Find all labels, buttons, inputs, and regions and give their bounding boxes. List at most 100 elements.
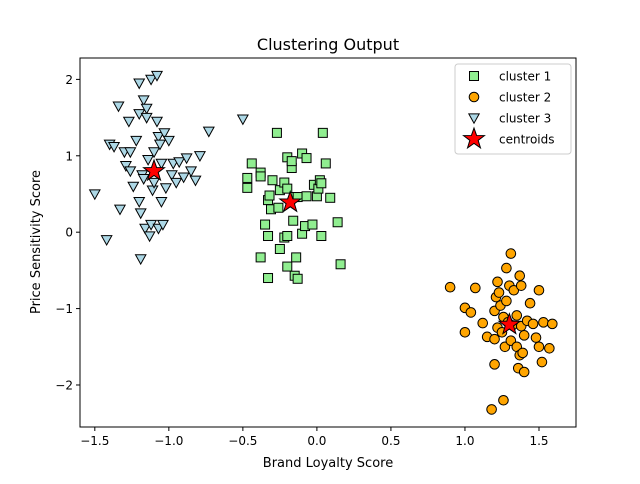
data-point: [236, 114, 249, 126]
data-point: [498, 394, 509, 406]
data-point: [465, 307, 477, 318]
data-points-layer: [88, 70, 558, 415]
series-cluster-3: [88, 70, 249, 266]
data-point: [274, 243, 285, 254]
x-tick-label: −1.5: [80, 434, 109, 448]
data-point: [527, 318, 539, 330]
data-point: [264, 190, 275, 201]
data-point: [291, 252, 302, 263]
data-point: [145, 74, 158, 86]
series-cluster-2: [444, 248, 558, 415]
data-point: [260, 219, 271, 230]
series-cluster-1: [242, 127, 346, 284]
data-point: [140, 112, 153, 124]
data-point: [301, 153, 312, 164]
data-point: [165, 170, 178, 182]
data-point: [325, 192, 336, 203]
data-point: [153, 139, 167, 151]
legend: cluster 1 cluster 2 cluster 3 centroids: [454, 63, 572, 155]
data-point: [127, 181, 140, 193]
chart-title: Clustering Output: [257, 35, 399, 54]
data-point: [155, 158, 168, 170]
x-tick-label: 1.0: [455, 434, 474, 448]
data-point: [202, 126, 215, 138]
data-point: [514, 270, 526, 282]
centroid-marker: [278, 189, 303, 213]
data-point: [317, 127, 328, 138]
data-point: [263, 273, 274, 284]
data-point: [158, 128, 171, 140]
data-point: [335, 259, 346, 270]
data-point: [505, 248, 517, 259]
data-point: [316, 178, 327, 189]
x-tick-label: 0.5: [381, 434, 400, 448]
data-point: [119, 161, 132, 172]
data-point: [159, 183, 172, 195]
data-point: [184, 166, 198, 178]
data-point: [282, 231, 293, 242]
data-point: [332, 217, 343, 228]
data-point: [152, 132, 165, 143]
legend-marker-icon: [468, 91, 480, 103]
data-point: [143, 231, 156, 243]
data-point: [137, 174, 150, 185]
y-axis-ticks: −2 −1 0 1 2: [55, 73, 80, 392]
legend-label: centroids: [499, 133, 555, 147]
data-point: [282, 183, 293, 194]
data-point: [100, 235, 113, 247]
data-point: [255, 171, 266, 182]
data-point: [124, 166, 137, 178]
axes-frame: [79, 57, 577, 428]
data-point: [177, 172, 190, 184]
data-point: [246, 158, 257, 169]
data-point: [139, 223, 152, 235]
data-point: [489, 333, 500, 345]
data-point: [316, 231, 327, 242]
data-point: [544, 343, 555, 354]
data-point: [459, 326, 471, 338]
data-point: [538, 317, 549, 328]
data-point: [530, 332, 542, 343]
legend-star-icon: [462, 126, 486, 150]
data-point: [286, 156, 297, 167]
y-tick-label: 2: [65, 73, 73, 87]
data-point: [271, 127, 282, 138]
data-point: [155, 196, 168, 208]
data-point: [536, 356, 548, 368]
data-point: [108, 141, 121, 153]
legend-marker-icon: [467, 113, 481, 125]
data-point: [282, 261, 293, 272]
data-point: [88, 189, 101, 201]
x-tick-label: −0.5: [228, 434, 257, 448]
data-point: [470, 282, 481, 294]
data-point: [477, 317, 489, 329]
legend-box: [454, 63, 572, 155]
data-point: [124, 147, 137, 159]
data-point: [501, 262, 512, 274]
y-tick-label: −1: [55, 302, 73, 316]
data-point: [533, 284, 545, 296]
legend-label: cluster 1: [499, 70, 551, 84]
legend-label: cluster 3: [499, 112, 551, 126]
data-point: [288, 215, 299, 226]
data-point: [273, 202, 284, 213]
legend-item: cluster 2: [468, 91, 551, 105]
x-tick-label: 0.0: [307, 434, 326, 448]
data-point: [320, 158, 331, 169]
centroid-marker: [142, 158, 166, 182]
data-point: [444, 281, 456, 293]
y-axis-label: Price Sensitivity Score: [29, 170, 44, 314]
legend-item: centroids: [462, 126, 555, 150]
data-point: [518, 330, 530, 341]
legend-item: cluster 3: [467, 112, 551, 126]
data-point: [492, 276, 503, 288]
legend-label: cluster 2: [499, 91, 551, 105]
data-point: [134, 208, 147, 220]
data-point: [511, 310, 523, 321]
data-point: [189, 175, 202, 187]
data-point: [547, 318, 558, 330]
data-point: [486, 404, 497, 415]
data-point: [255, 252, 266, 263]
x-axis-label: Brand Loyalty Score: [263, 456, 393, 471]
